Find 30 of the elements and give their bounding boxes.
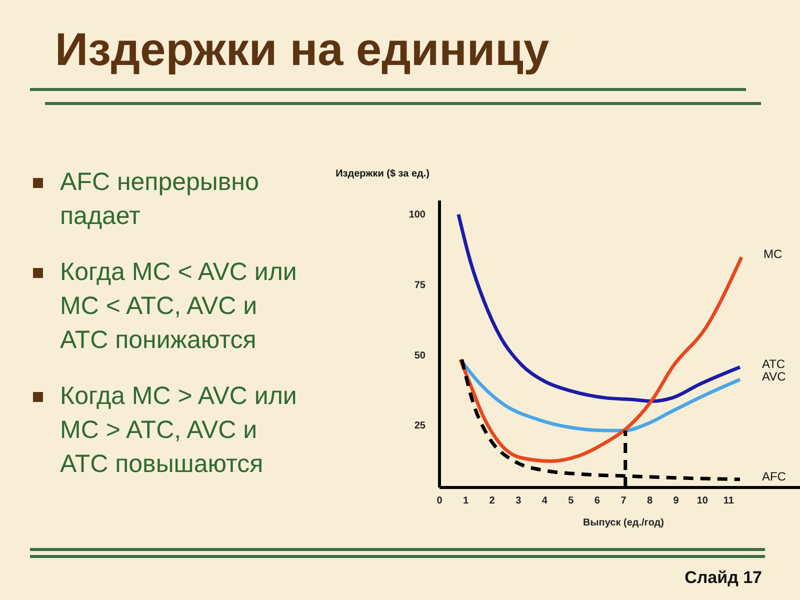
- y-tick-label: 100: [408, 210, 426, 221]
- x-tick-label: 8: [647, 496, 654, 506]
- y-tick-label: 75: [414, 280, 426, 291]
- series-label: ATC: [762, 357, 786, 372]
- x-axis-title: Выпуск (ед./год): [583, 518, 664, 528]
- y-axis-title: Издержки ($ за ед.): [336, 168, 430, 180]
- x-tick-label: 6: [594, 496, 600, 506]
- line-series: [458, 358, 742, 432]
- line-series: [456, 212, 742, 403]
- text: Когда MC > AVC или MC > ATC, AVC и ATC повышаются: [60, 381, 298, 480]
- series-label: AVC: [762, 370, 786, 384]
- x-tick-label: 9: [673, 496, 680, 506]
- x-tick-label: 4: [542, 496, 548, 506]
- x-tick-label: 10: [696, 496, 708, 506]
- series-label: AFC: [762, 469, 786, 484]
- x-tick-label: 11: [723, 496, 734, 506]
- chart-title: Издержки на единицу: [55, 22, 550, 76]
- text: Когда MC < AVC или MC < ATC, AVC и ATC понижаются: [60, 257, 298, 356]
- line-series: [458, 255, 744, 463]
- y-tick-label: 25: [414, 420, 426, 432]
- x-tick-label: 1: [463, 496, 470, 506]
- x-tick-label: 2: [489, 496, 496, 506]
- x-tick-label: 5: [568, 496, 574, 506]
- x-tick-label: 0: [436, 496, 443, 506]
- text: AFC непрерывно падает: [60, 167, 260, 232]
- text: Слайд 17: [684, 568, 762, 588]
- series-label: MC: [764, 247, 783, 262]
- x-tick-label: 3: [516, 496, 522, 506]
- y-tick-label: 50: [414, 350, 426, 362]
- x-tick-label: 7: [620, 496, 627, 506]
